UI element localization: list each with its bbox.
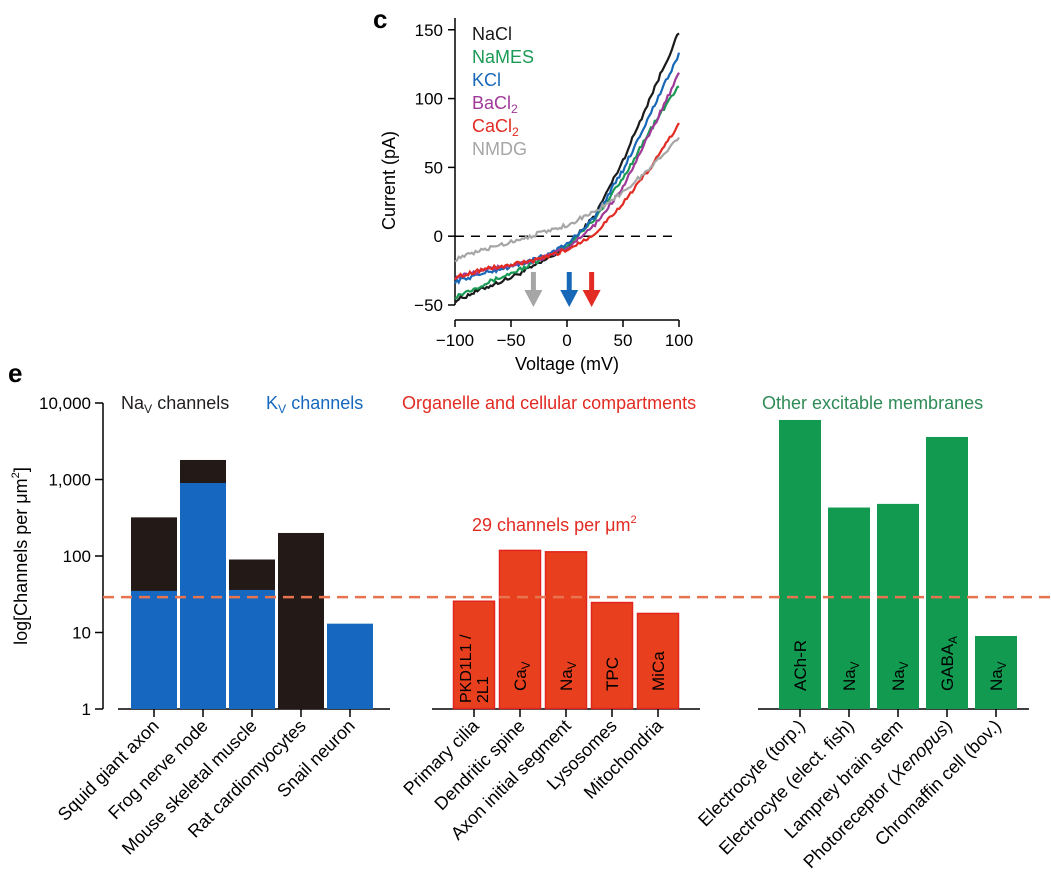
bar-outline bbox=[544, 551, 588, 710]
bar-1-4 bbox=[637, 612, 679, 709]
reversal-arrow-head bbox=[582, 290, 601, 307]
bar-1-0 bbox=[453, 600, 495, 709]
legend-nmdg: NMDG bbox=[472, 139, 527, 159]
e-y-axis-label: log[Channels per μm2] bbox=[10, 467, 31, 645]
iv-curve-cacl bbox=[454, 122, 680, 281]
bar-inner-label: GABAA bbox=[938, 636, 960, 691]
iv-curve-nmdg bbox=[454, 136, 680, 263]
c-x-tick-label: 0 bbox=[562, 331, 571, 350]
bar-1-1 bbox=[499, 549, 541, 709]
bar-2-0 bbox=[779, 419, 821, 709]
reversal-arrow-shaft bbox=[530, 272, 536, 292]
kv-bar-0-0 bbox=[131, 590, 177, 709]
e-y-tick-label: 1,000 bbox=[48, 471, 91, 490]
c-y-axis-label: Current (pA) bbox=[379, 131, 399, 230]
bar-inner-label-2: 2L1 bbox=[475, 676, 492, 703]
legend-names: NaMES bbox=[472, 47, 534, 67]
bar-1-2 bbox=[545, 551, 587, 709]
bar-inner-label: NaV bbox=[557, 661, 579, 691]
c-x-axis-label: Voltage (mV) bbox=[515, 354, 619, 374]
reversal-arrow-head bbox=[560, 290, 579, 307]
group-title-3: Other excitable membranes bbox=[762, 393, 983, 413]
panel-c-label: c bbox=[373, 4, 387, 34]
iv-curve-kcl bbox=[454, 52, 681, 285]
c-x-tick-label: −100 bbox=[436, 331, 474, 350]
c-x-tick-label: −50 bbox=[497, 331, 526, 350]
c-y-tick-label: 50 bbox=[424, 158, 443, 177]
c-y-tick-label: −50 bbox=[414, 296, 443, 315]
group-title-2: Organelle and cellular compartments bbox=[402, 393, 696, 413]
c-y-tick-label: 0 bbox=[434, 227, 443, 246]
e-y-tick-label: 1 bbox=[82, 700, 91, 719]
kv-bar-0-4 bbox=[327, 623, 373, 709]
reversal-arrow-shaft bbox=[566, 272, 572, 292]
reversal-arrow-head bbox=[524, 290, 543, 307]
bar-2-2 bbox=[877, 503, 919, 709]
bar-inner-label: NaV bbox=[840, 661, 862, 691]
legend-cacl: CaCl2 bbox=[472, 116, 519, 139]
bar-inner-label: TPC bbox=[603, 657, 622, 691]
bar-2-3 bbox=[926, 436, 968, 709]
bar-outline bbox=[498, 549, 542, 710]
reversal-arrow-shaft bbox=[589, 272, 595, 292]
group-title-1: KV channels bbox=[266, 393, 363, 416]
bar-0-3 bbox=[278, 532, 324, 709]
legend-bacl: BaCl2 bbox=[472, 93, 518, 116]
c-x-tick-label: 100 bbox=[665, 331, 693, 350]
legend-kcl: KCl bbox=[472, 70, 501, 90]
bar-inner-label: MiCa bbox=[649, 651, 668, 691]
bar-2-1 bbox=[828, 507, 870, 709]
kv-bar-0-2 bbox=[229, 589, 275, 709]
e-y-tick-label: 10,000 bbox=[39, 394, 91, 413]
bar-1-3 bbox=[591, 602, 633, 709]
legend-nacl: NaCl bbox=[472, 24, 512, 44]
panel-e-label: e bbox=[8, 358, 22, 388]
e-y-tick-label: 100 bbox=[63, 547, 91, 566]
bar-inner-label: NaV bbox=[987, 661, 1009, 691]
reference-label: 29 channels per μm2 bbox=[472, 514, 637, 535]
c-x-tick-label: 50 bbox=[614, 331, 633, 350]
bar-inner-label: ACh-R bbox=[791, 640, 810, 691]
group-title-0: NaV channels bbox=[121, 393, 229, 416]
bar-inner-label: NaV bbox=[889, 661, 911, 691]
bar-inner-label: PKD1L1 / bbox=[458, 634, 475, 703]
iv-chart: −50 0 50 100 150 −100 −50 0 50 100 Voltage (mV) Cur… bbox=[379, 18, 693, 374]
bar-outline bbox=[590, 601, 634, 710]
bar-outline bbox=[452, 600, 496, 710]
c-y-tick-label: 150 bbox=[415, 21, 443, 40]
bar-inner-label: CaV bbox=[511, 661, 533, 691]
c-y-tick-label: 100 bbox=[415, 90, 443, 109]
e-y-tick-label: 10 bbox=[72, 624, 91, 643]
bar-outline bbox=[636, 612, 680, 710]
bar-2-4 bbox=[975, 636, 1017, 709]
